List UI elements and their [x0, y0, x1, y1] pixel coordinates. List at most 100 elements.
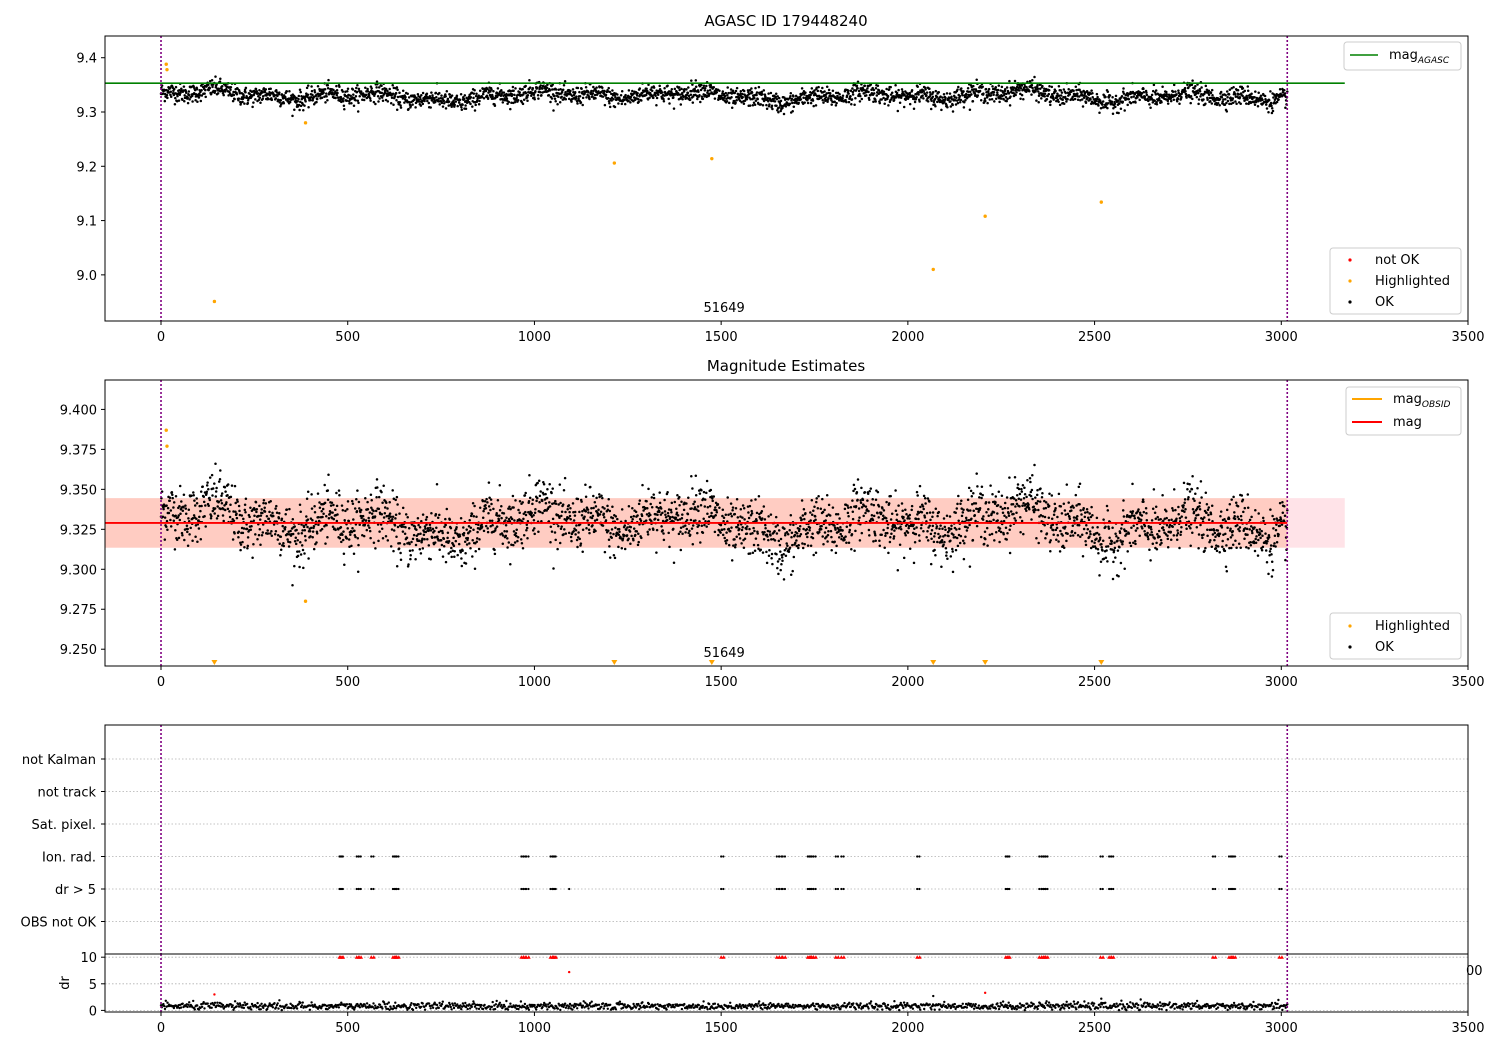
- ok-point: [510, 543, 513, 546]
- ok-point: [1265, 107, 1269, 110]
- ok-point: [1210, 96, 1213, 100]
- ok-point: [1081, 105, 1085, 108]
- ok-point: [788, 528, 791, 532]
- ok-point: [441, 105, 445, 108]
- ok-point: [500, 89, 503, 92]
- ok-point: [851, 517, 855, 521]
- ok-point: [733, 512, 737, 516]
- ok-point: [777, 96, 781, 100]
- ok-point: [847, 515, 850, 518]
- ok-point: [221, 514, 225, 517]
- ok-point: [760, 90, 764, 94]
- ok-point: [850, 532, 854, 536]
- ok-point: [667, 531, 670, 535]
- ok-point: [970, 88, 974, 91]
- ok-point: [232, 90, 235, 94]
- ok-point: [1259, 94, 1263, 97]
- ok-point: [1036, 83, 1039, 87]
- ok-point: [258, 96, 262, 100]
- ok-point: [398, 91, 401, 94]
- ok-point: [646, 98, 650, 101]
- ok-point: [366, 507, 370, 511]
- ok-point: [478, 99, 481, 103]
- ok-point: [202, 500, 206, 504]
- ok-point: [1089, 102, 1093, 106]
- ok-point: [493, 552, 497, 556]
- ok-point: [624, 93, 627, 97]
- ok-point: [809, 101, 813, 105]
- ok-point: [564, 97, 568, 101]
- ok-point: [731, 509, 734, 512]
- ok-point: [827, 97, 830, 100]
- ok-point: [774, 515, 778, 519]
- ok-point: [343, 107, 346, 111]
- ok-point: [694, 474, 698, 477]
- ok-point: [448, 93, 452, 96]
- ok-point: [595, 496, 598, 500]
- ok-point: [324, 101, 327, 104]
- ok-point: [484, 504, 487, 507]
- ok-point: [180, 500, 183, 503]
- ok-point: [741, 526, 744, 529]
- ok-point: [515, 96, 518, 100]
- ok-point: [874, 100, 877, 103]
- ok-point: [214, 462, 217, 466]
- ok-point: [602, 512, 606, 516]
- ok-point: [299, 553, 303, 556]
- ok-point: [697, 524, 701, 527]
- ok-point: [409, 553, 412, 557]
- ok-point: [419, 104, 423, 107]
- ok-point: [375, 80, 379, 83]
- ok-point: [335, 88, 339, 92]
- ok-point: [418, 95, 422, 99]
- ok-point: [350, 499, 354, 503]
- ok-point: [262, 87, 266, 90]
- ok-point: [480, 523, 483, 526]
- ok-point: [662, 99, 666, 103]
- ok-point: [1119, 107, 1123, 110]
- ok-point: [1050, 93, 1054, 96]
- ok-point: [227, 94, 230, 97]
- ok-point: [982, 92, 985, 95]
- ok-point: [1059, 89, 1063, 92]
- ok-point: [487, 505, 491, 508]
- ok-point: [763, 531, 766, 534]
- ok-point: [815, 500, 818, 504]
- ok-point: [713, 530, 717, 534]
- ok-point: [449, 96, 453, 99]
- ok-point: [347, 93, 351, 97]
- ok-point: [507, 541, 511, 544]
- ok-point: [992, 91, 996, 94]
- ok-point: [352, 104, 356, 107]
- ok-point: [789, 91, 793, 95]
- ok-point: [446, 531, 450, 534]
- ok-point: [739, 92, 742, 95]
- ok-point: [588, 531, 591, 535]
- ok-point: [849, 89, 853, 92]
- ok-point: [996, 88, 1000, 92]
- ok-point: [949, 105, 953, 108]
- ok-point: [770, 538, 773, 541]
- ok-point: [313, 91, 317, 94]
- ok-point: [951, 103, 954, 107]
- ok-point: [229, 86, 233, 89]
- ok-point: [377, 539, 380, 543]
- ok-point: [1278, 88, 1282, 91]
- ok-point: [734, 543, 737, 546]
- ok-point: [586, 508, 590, 511]
- ok-point: [666, 511, 670, 515]
- ok-point: [421, 91, 425, 95]
- ok-point: [276, 98, 280, 101]
- ok-point: [305, 497, 309, 501]
- panel2-points: [159, 428, 1289, 603]
- ok-point: [187, 508, 191, 511]
- ok-point: [720, 94, 723, 98]
- ok-point: [859, 499, 862, 502]
- ok-point: [297, 550, 301, 553]
- ok-point: [182, 493, 186, 496]
- ok-point: [1253, 95, 1256, 99]
- ok-point: [638, 87, 642, 90]
- ok-point: [1257, 91, 1260, 94]
- ok-point: [733, 538, 736, 541]
- ok-point: [208, 496, 211, 500]
